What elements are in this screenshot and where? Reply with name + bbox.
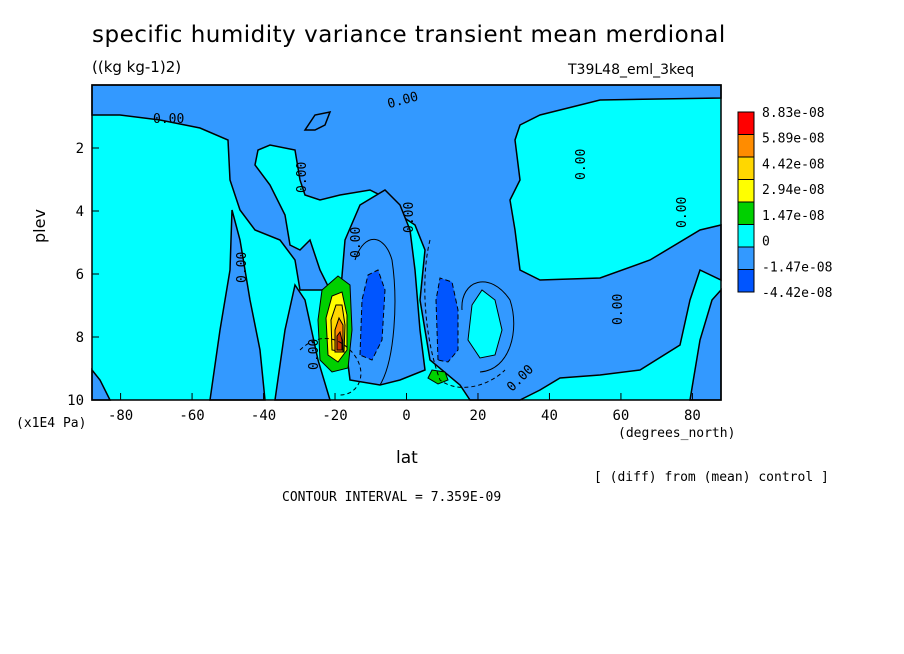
strong-negative-right xyxy=(435,277,459,363)
colorbar-label: 1.47e-08 xyxy=(762,209,825,224)
diff-note: [ (diff) from (mean) control ] xyxy=(594,470,829,485)
colorbar-label: 4.42e-08 xyxy=(762,157,825,172)
x-tick-label: 20 xyxy=(470,408,487,424)
positive-green-small xyxy=(427,369,449,385)
contour-label: 0.00 xyxy=(235,252,250,283)
y-axis-ticks: 2 4 6 8 10 xyxy=(67,141,99,409)
colorbar-swatch xyxy=(737,111,755,135)
contour-label: 0.00 xyxy=(307,339,322,370)
colorbar-label: 8.83e-08 xyxy=(762,106,825,121)
x-tick-label: 80 xyxy=(684,408,701,424)
x-tick-label: -60 xyxy=(179,408,204,424)
positive-red xyxy=(336,330,343,351)
colorbar-swatch xyxy=(737,246,755,270)
colorbar-label: 0 xyxy=(762,235,770,250)
y-axis-units: (x1E4 Pa) xyxy=(16,416,87,431)
contour-line-right-loop xyxy=(461,281,515,373)
positive-maximum xyxy=(317,275,353,373)
contour-lines xyxy=(299,238,515,396)
strong-negative-left xyxy=(359,269,386,361)
x-axis-label: lat xyxy=(396,448,418,468)
top-blob-negative xyxy=(303,110,332,131)
colorbar-swatch xyxy=(737,269,755,293)
x-tick-label: -20 xyxy=(322,408,347,424)
y-axis-label: plev xyxy=(30,209,49,243)
cyan-pocket xyxy=(467,289,503,359)
chart-units: ((kg kg-1)2) xyxy=(92,58,182,76)
colorbar-label: 2.94e-08 xyxy=(762,183,825,198)
top-negative-band xyxy=(91,84,722,401)
contour-interval: CONTOUR INTERVAL = 7.359E-09 xyxy=(282,490,502,505)
contour-label: 0.00 xyxy=(153,112,184,127)
y-tick-label: 8 xyxy=(76,330,84,346)
contour-label: 0.00 xyxy=(574,149,589,180)
colorbar-label: -1.47e-08 xyxy=(762,260,832,275)
contour-line-dashed-left xyxy=(299,337,362,396)
colorbar-label: 5.89e-08 xyxy=(762,132,825,147)
colorbar-label: -4.42e-08 xyxy=(762,286,832,301)
colorbar-swatch xyxy=(737,134,755,158)
x-axis-units: (degrees_north) xyxy=(618,426,736,441)
x-tick-label: 60 xyxy=(613,408,630,424)
left-negative-column xyxy=(209,209,266,401)
colorbar-swatch xyxy=(737,201,755,225)
y-tick-label: 6 xyxy=(76,267,84,283)
x-tick-label: 0 xyxy=(402,408,410,424)
y-tick-label: 4 xyxy=(76,204,84,220)
contour-label: 0.00 xyxy=(402,202,417,233)
colorbar-swatch xyxy=(737,224,755,248)
x-tick-label: -40 xyxy=(251,408,276,424)
y-tick-label: 10 xyxy=(67,393,84,409)
contour-label: 0.00 xyxy=(611,294,626,325)
run-label: T39L48_eml_3keq xyxy=(568,62,695,78)
contour-label: 0.00 xyxy=(295,162,310,193)
chart-title: specific humidity variance transient mea… xyxy=(92,22,726,48)
x-tick-label: 40 xyxy=(541,408,558,424)
colorbar: 8.83e-08 5.89e-08 4.42e-08 2.94e-08 1.47e-08… xyxy=(737,106,832,301)
y-tick-label: 2 xyxy=(76,141,84,157)
strong-negative-regions xyxy=(359,269,459,363)
contour-line-left-loop xyxy=(354,238,396,386)
x-tick-label: -80 xyxy=(108,408,133,424)
colorbar-swatch xyxy=(737,179,755,203)
x-axis-ticks: -80 -60 -40 -20 0 20 40 60 80 xyxy=(108,393,701,424)
contour-label: 0.00 xyxy=(675,197,690,228)
colorbar-swatch xyxy=(737,156,755,180)
contour-label: 0.00 xyxy=(349,227,364,258)
